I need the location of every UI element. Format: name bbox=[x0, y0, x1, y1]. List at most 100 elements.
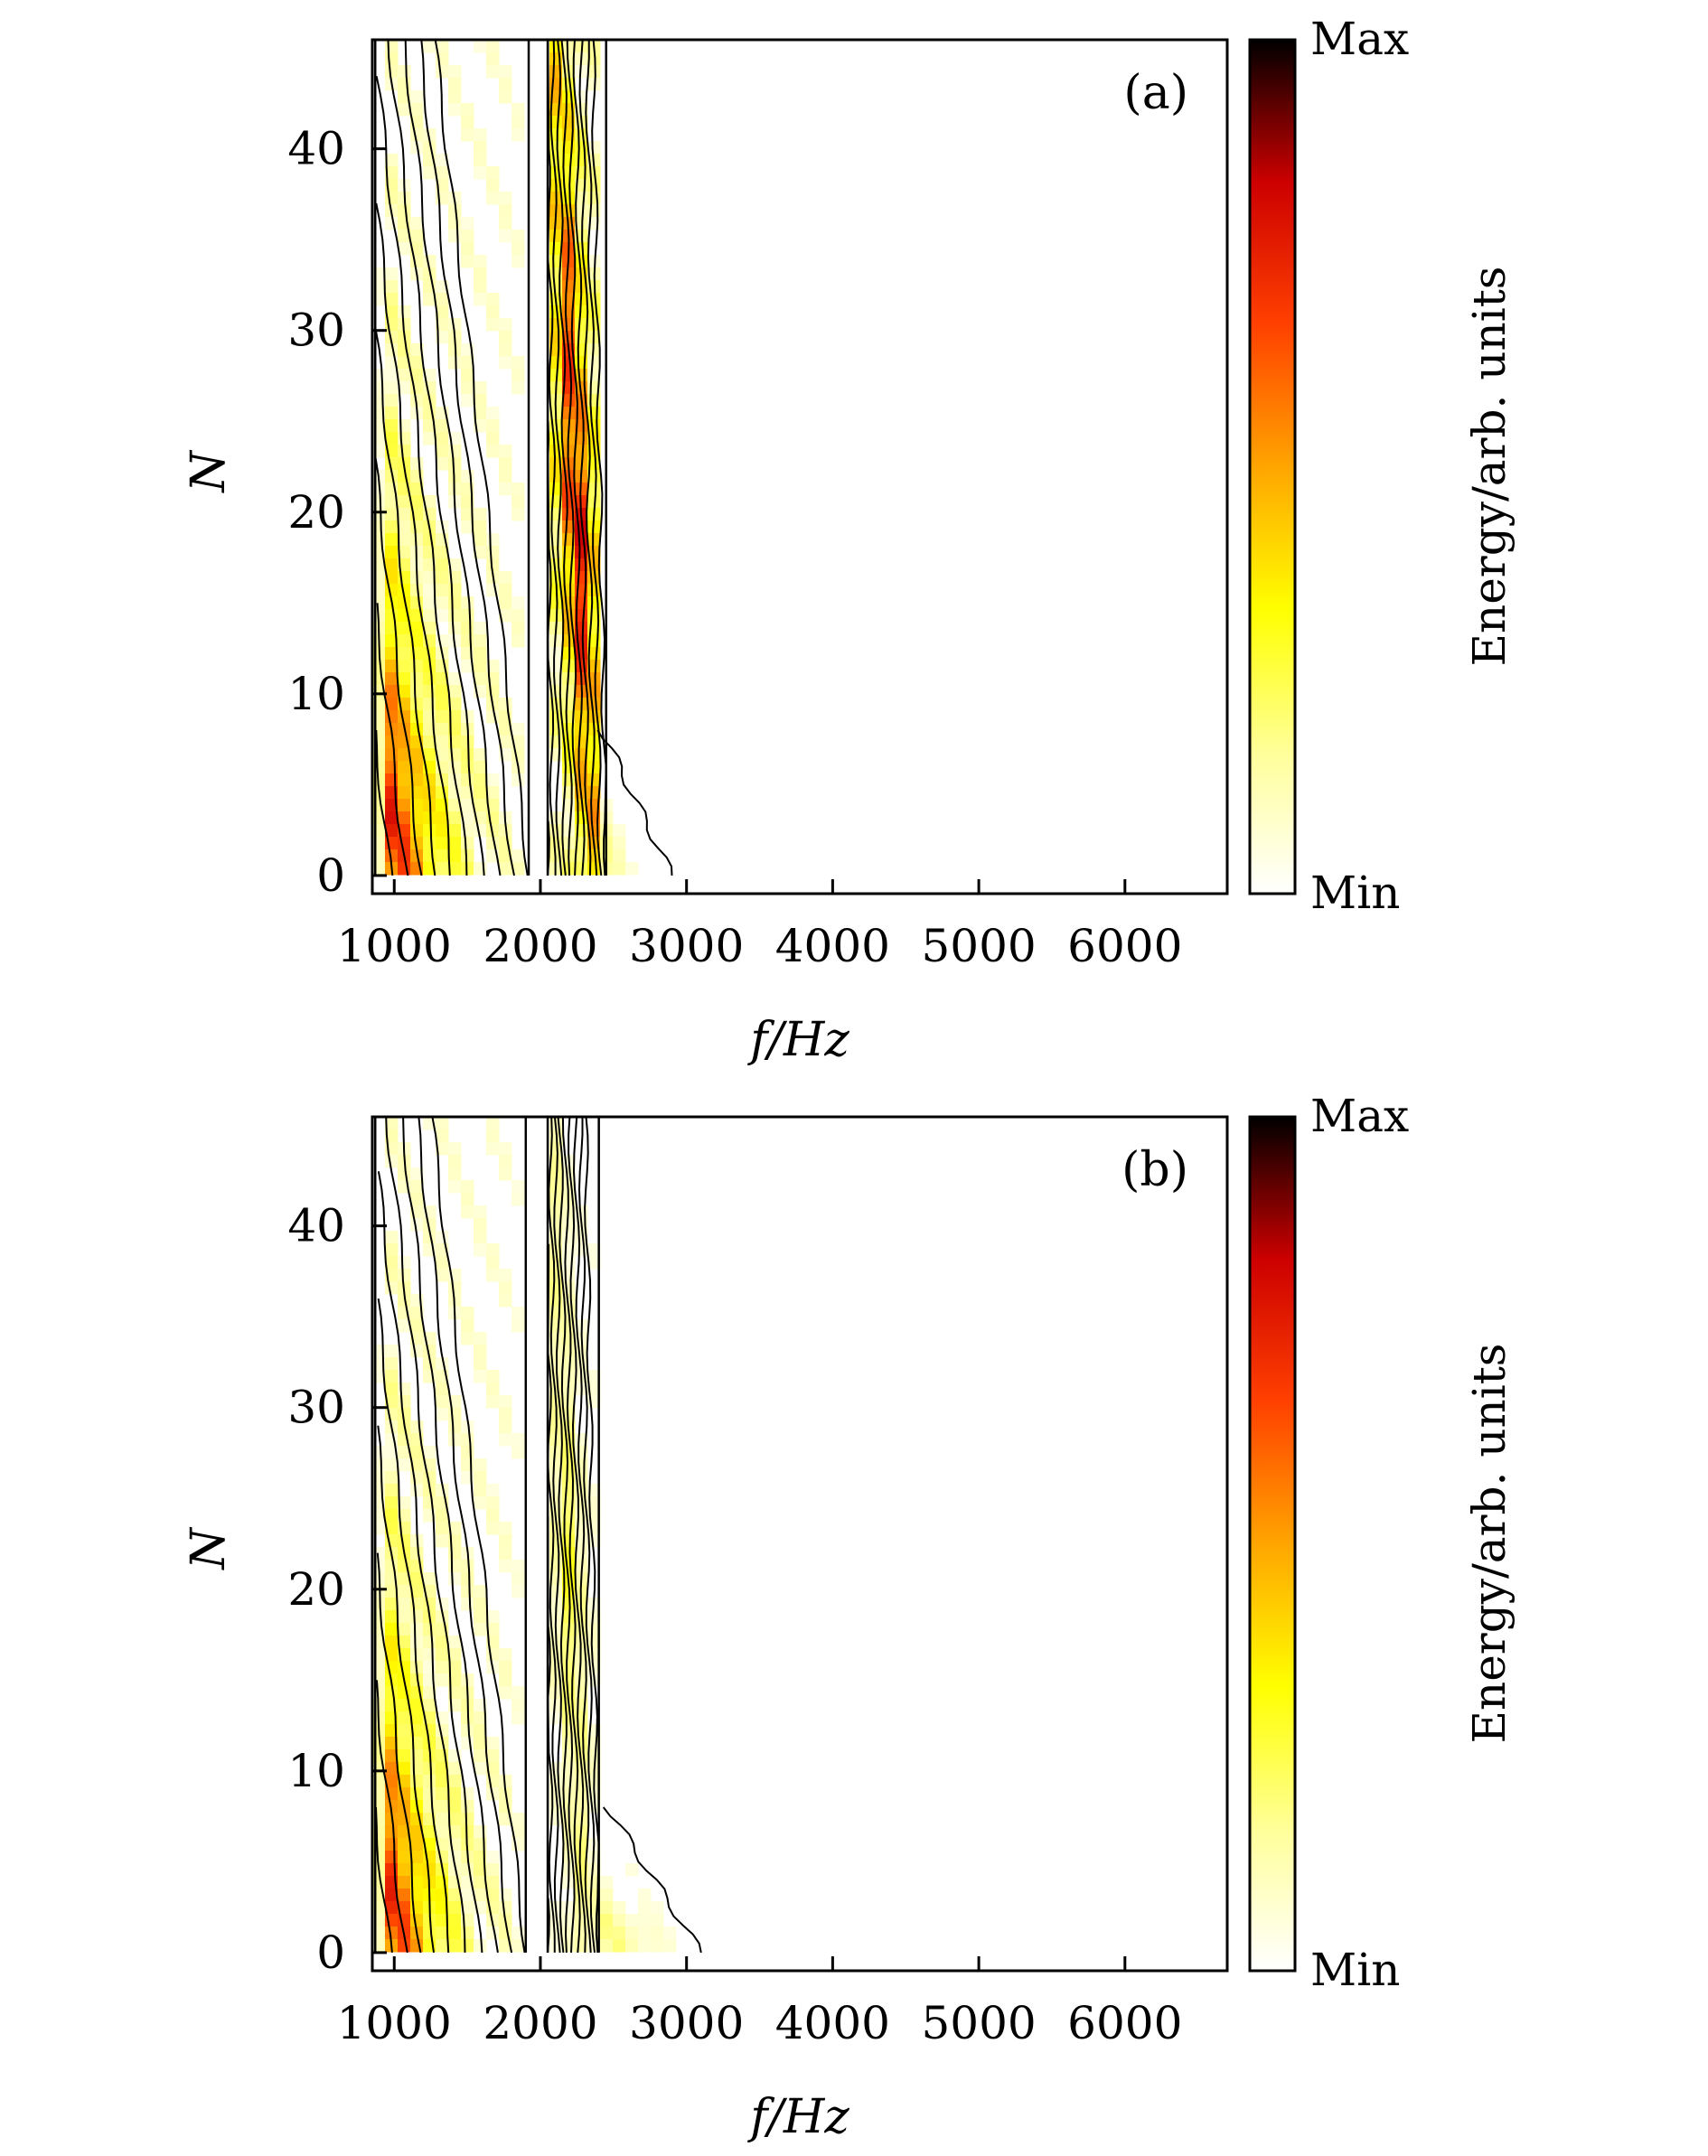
heatmap-cell bbox=[486, 318, 500, 332]
heatmap-cell bbox=[436, 1231, 449, 1244]
heatmap-cell bbox=[398, 1395, 411, 1409]
heatmap-cell bbox=[575, 811, 588, 825]
heatmap-cell bbox=[474, 1699, 487, 1712]
heatmap-cell bbox=[461, 748, 474, 762]
heatmap-cell bbox=[562, 318, 576, 332]
heatmap-cell bbox=[448, 65, 462, 79]
heatmap-cell bbox=[436, 1509, 449, 1523]
heatmap-cell bbox=[436, 445, 449, 458]
heatmap-cell bbox=[385, 331, 399, 344]
heatmap-cell bbox=[385, 1901, 399, 1915]
heatmap-cell bbox=[385, 609, 399, 623]
heatmap-cell bbox=[385, 546, 399, 559]
heatmap-cell bbox=[398, 1269, 411, 1282]
heatmap-cell bbox=[398, 634, 411, 648]
heatmap-cell bbox=[410, 1863, 424, 1877]
heatmap-cell bbox=[385, 824, 399, 838]
heatmap-cell bbox=[549, 470, 563, 483]
heatmap-cell bbox=[511, 773, 525, 787]
heatmap-cell bbox=[410, 824, 424, 838]
heatmap-cell bbox=[575, 432, 588, 445]
heatmap-cell bbox=[575, 90, 588, 104]
heatmap-cell bbox=[385, 1433, 399, 1447]
colorbar-max-label: Max bbox=[1310, 13, 1409, 65]
heatmap-cell bbox=[410, 1585, 424, 1598]
heatmap-cell bbox=[385, 1496, 399, 1510]
heatmap-cell bbox=[474, 1243, 487, 1257]
heatmap-cell bbox=[499, 1648, 512, 1662]
heatmap-cell bbox=[474, 1345, 487, 1358]
heatmap-cell bbox=[410, 483, 424, 496]
heatmap-cell bbox=[436, 596, 449, 610]
heatmap-cell bbox=[511, 1686, 525, 1700]
heatmap-cell bbox=[651, 1901, 664, 1915]
heatmap-cell bbox=[410, 1572, 424, 1586]
heatmap-cell bbox=[448, 1180, 462, 1194]
y-axis-title: N bbox=[182, 450, 236, 494]
heatmap-cell bbox=[423, 1699, 436, 1712]
heatmap-cell bbox=[448, 1800, 462, 1814]
heatmap-cell bbox=[562, 571, 576, 585]
heatmap-cell bbox=[474, 1332, 487, 1345]
heatmap-cell bbox=[499, 318, 512, 332]
heatmap-cell bbox=[625, 862, 639, 876]
heatmap-cell bbox=[385, 343, 399, 357]
heatmap-cell bbox=[613, 862, 626, 876]
contour-line bbox=[572, 1116, 592, 1953]
heatmap-cell bbox=[511, 1939, 525, 1953]
x-tick-label: 5000 bbox=[921, 920, 1036, 972]
heatmap-cell bbox=[562, 1901, 576, 1915]
heatmap-cell bbox=[385, 584, 399, 597]
heatmap-cell bbox=[587, 698, 601, 711]
heatmap-cell bbox=[587, 293, 601, 306]
heatmap-cell bbox=[385, 1408, 399, 1421]
heatmap-cell bbox=[474, 1711, 487, 1725]
heatmap-cell bbox=[474, 280, 487, 294]
heatmap-cell bbox=[410, 584, 424, 597]
heatmap-cell bbox=[461, 1585, 474, 1598]
heatmap-cell bbox=[511, 1433, 525, 1447]
heatmap-cell bbox=[474, 533, 487, 547]
heatmap-cell bbox=[448, 1560, 462, 1573]
heatmap-cell bbox=[600, 1889, 614, 1902]
heatmap-cell bbox=[436, 558, 449, 572]
heatmap-cell bbox=[398, 1863, 411, 1877]
heatmap-cell bbox=[385, 65, 399, 79]
heatmap-cell bbox=[613, 1901, 626, 1915]
heatmap-cell bbox=[549, 1458, 563, 1472]
heatmap-cell bbox=[385, 432, 399, 445]
heatmap-cell bbox=[436, 1762, 449, 1776]
heatmap-cell bbox=[499, 1433, 512, 1447]
heatmap-cell bbox=[486, 533, 500, 547]
heatmap-cell bbox=[575, 1800, 588, 1814]
heatmap-cell bbox=[461, 761, 474, 774]
heatmap-cell bbox=[385, 419, 399, 433]
heatmap-cell bbox=[575, 1623, 588, 1636]
heatmap-cell bbox=[410, 1446, 424, 1459]
heatmap-cell bbox=[638, 1939, 652, 1953]
heatmap-cell bbox=[587, 1534, 601, 1548]
heatmap-cell bbox=[575, 862, 588, 876]
heatmap-cell bbox=[549, 369, 563, 382]
heatmap-cell bbox=[410, 761, 424, 774]
heatmap-cell bbox=[587, 1749, 601, 1763]
heatmap-cell bbox=[461, 837, 474, 850]
heatmap-cell bbox=[474, 824, 487, 838]
heatmap-cell bbox=[499, 457, 512, 471]
heatmap-cell bbox=[436, 849, 449, 863]
heatmap-cell bbox=[474, 1585, 487, 1598]
heatmap-cell bbox=[385, 1281, 399, 1295]
heatmap-cell bbox=[474, 394, 487, 408]
heatmap-cell bbox=[587, 192, 601, 205]
heatmap-cell bbox=[398, 761, 411, 774]
contour-line bbox=[561, 1116, 581, 1953]
heatmap-cell bbox=[549, 1332, 563, 1345]
heatmap-cell bbox=[423, 432, 436, 445]
heatmap-cell bbox=[587, 356, 601, 370]
heatmap-cell bbox=[651, 1914, 664, 1927]
heatmap-cell bbox=[423, 1357, 436, 1371]
heatmap-cell bbox=[385, 1383, 399, 1396]
heatmap-cell bbox=[499, 1142, 512, 1156]
heatmap-cell bbox=[410, 1749, 424, 1763]
contour-line bbox=[377, 1425, 435, 1954]
